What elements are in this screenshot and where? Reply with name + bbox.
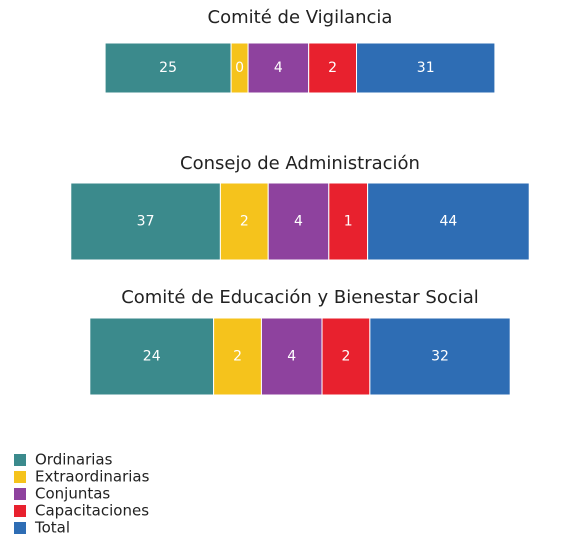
chart-title: Comité de Educación y Bienestar Social: [121, 287, 479, 308]
legend-swatch: [14, 505, 26, 517]
legend-label: Extraordinarias: [35, 468, 150, 486]
data-label: 4: [274, 60, 283, 76]
data-label: 2: [341, 349, 350, 365]
legend-swatch: [14, 488, 26, 500]
data-label: 32: [431, 349, 449, 365]
data-label: 1: [344, 214, 353, 230]
legend-label: Conjuntas: [35, 485, 110, 503]
bar-segment: [89, 317, 215, 396]
data-label: 31: [417, 60, 435, 76]
bar-segment: [213, 317, 262, 396]
data-label: 2: [328, 60, 337, 76]
chart-title: Consejo de Administración: [180, 153, 420, 174]
bar-segment: [260, 317, 323, 396]
legend-label: Total: [34, 519, 70, 537]
data-label: 44: [440, 214, 458, 230]
data-label: 2: [233, 349, 242, 365]
bar-segment: [267, 182, 330, 261]
legend-label: Ordinarias: [35, 451, 113, 469]
bar-segment: [328, 182, 369, 261]
bar-segment: [369, 317, 511, 396]
bar-segment: [247, 42, 310, 94]
data-label: 4: [287, 349, 296, 365]
data-label: 0: [235, 60, 244, 76]
data-label: 24: [143, 349, 161, 365]
chart-title: Comité de Vigilancia: [208, 7, 393, 28]
data-label: 4: [294, 214, 303, 230]
bar-segment: [356, 42, 496, 94]
bar-segment: [104, 42, 232, 94]
bar-segment: [321, 317, 371, 396]
data-label: 37: [137, 214, 155, 230]
data-label: 2: [240, 214, 249, 230]
bar-segment: [70, 182, 221, 261]
bar-segment: [308, 42, 358, 94]
legend-swatch: [14, 471, 26, 483]
legend-swatch: [14, 522, 26, 534]
legend-swatch: [14, 454, 26, 466]
legend-label: Capacitaciones: [35, 502, 149, 520]
bar-segment: [367, 182, 530, 261]
data-label: 25: [159, 60, 177, 76]
bar-segment: [219, 182, 269, 261]
